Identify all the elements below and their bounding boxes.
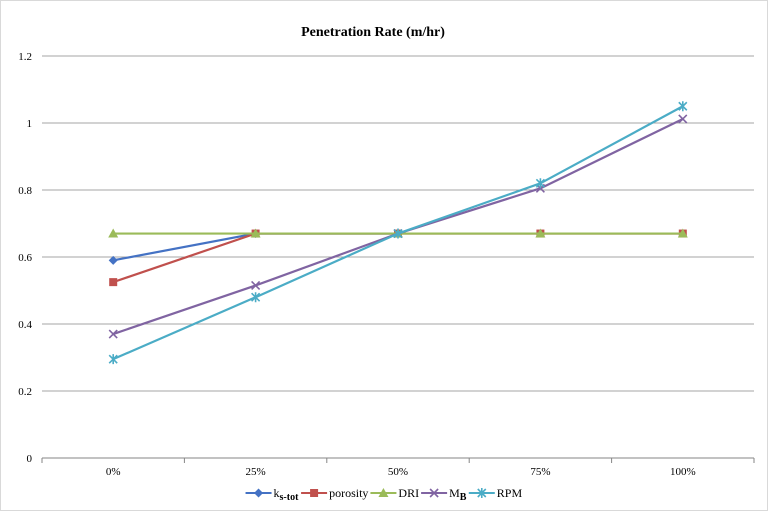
y-tick-label: 1 — [27, 118, 33, 130]
y-tick-label: 0.8 — [18, 185, 32, 197]
data-point — [250, 228, 261, 238]
legend-label: porosity — [329, 486, 368, 500]
data-point — [254, 488, 264, 498]
legend-item: RPM — [468, 486, 523, 500]
legend-marker — [429, 488, 439, 498]
data-point — [108, 329, 118, 339]
gridlines — [42, 55, 754, 392]
legend-item: ks-tot — [245, 486, 300, 503]
data-point — [429, 488, 439, 498]
data-point — [108, 255, 118, 265]
data-point — [678, 101, 688, 112]
legend-label-main: porosity — [329, 486, 368, 500]
legend-label: DRI — [398, 486, 419, 500]
y-tick-label: 0 — [27, 453, 33, 465]
legend-item: porosity — [301, 486, 368, 500]
data-point — [535, 228, 546, 238]
legend-marker — [378, 488, 389, 497]
legend-label: MB — [449, 486, 467, 503]
data-point — [477, 488, 487, 498]
legend-marker — [310, 489, 319, 497]
legend-label-sub: s-tot — [280, 492, 300, 503]
x-tick-label: 75% — [530, 466, 550, 478]
x-tick-label: 100% — [670, 466, 696, 478]
chart-title: Penetration Rate (m/hr) — [301, 25, 445, 40]
data-point — [310, 489, 319, 497]
legend-label-main: DRI — [398, 486, 419, 500]
data-point — [109, 278, 118, 287]
legend-label: RPM — [497, 486, 523, 500]
x-tick-label: 25% — [246, 466, 266, 478]
legend-label: ks-tot — [274, 486, 300, 503]
legend-label-sub: B — [460, 492, 467, 503]
data-point — [251, 292, 261, 303]
y-tick-label: 1.2 — [18, 51, 32, 63]
legend-label-main: M — [449, 486, 460, 500]
data-point — [108, 228, 119, 238]
data-point — [108, 354, 118, 365]
legend: ks-tot porosity DRI MB RPM — [245, 486, 523, 503]
x-tick-label: 0% — [106, 466, 121, 478]
y-tick-label: 0.2 — [18, 386, 32, 398]
y-tick-label: 0.6 — [18, 252, 32, 264]
data-point — [677, 228, 688, 238]
legend-label-main: k — [274, 486, 280, 500]
data-point — [378, 488, 389, 497]
series-rpm — [108, 101, 688, 365]
data-point — [251, 280, 261, 291]
legend-item: MB — [421, 486, 467, 503]
data-point — [678, 114, 688, 124]
series-group — [108, 101, 688, 365]
legend-label-main: RPM — [497, 486, 523, 500]
y-tick-label: 0.4 — [18, 319, 32, 331]
data-point — [393, 228, 403, 239]
x-tick-label: 50% — [388, 466, 408, 478]
legend-marker — [254, 488, 264, 498]
data-point — [535, 178, 545, 189]
axes: 0 0.2 0.4 0.6 0.8 1 1.2 0% 25% 50% 75% 100% — [18, 51, 755, 478]
legend-marker — [477, 488, 487, 498]
legend-item: DRI — [370, 486, 419, 500]
